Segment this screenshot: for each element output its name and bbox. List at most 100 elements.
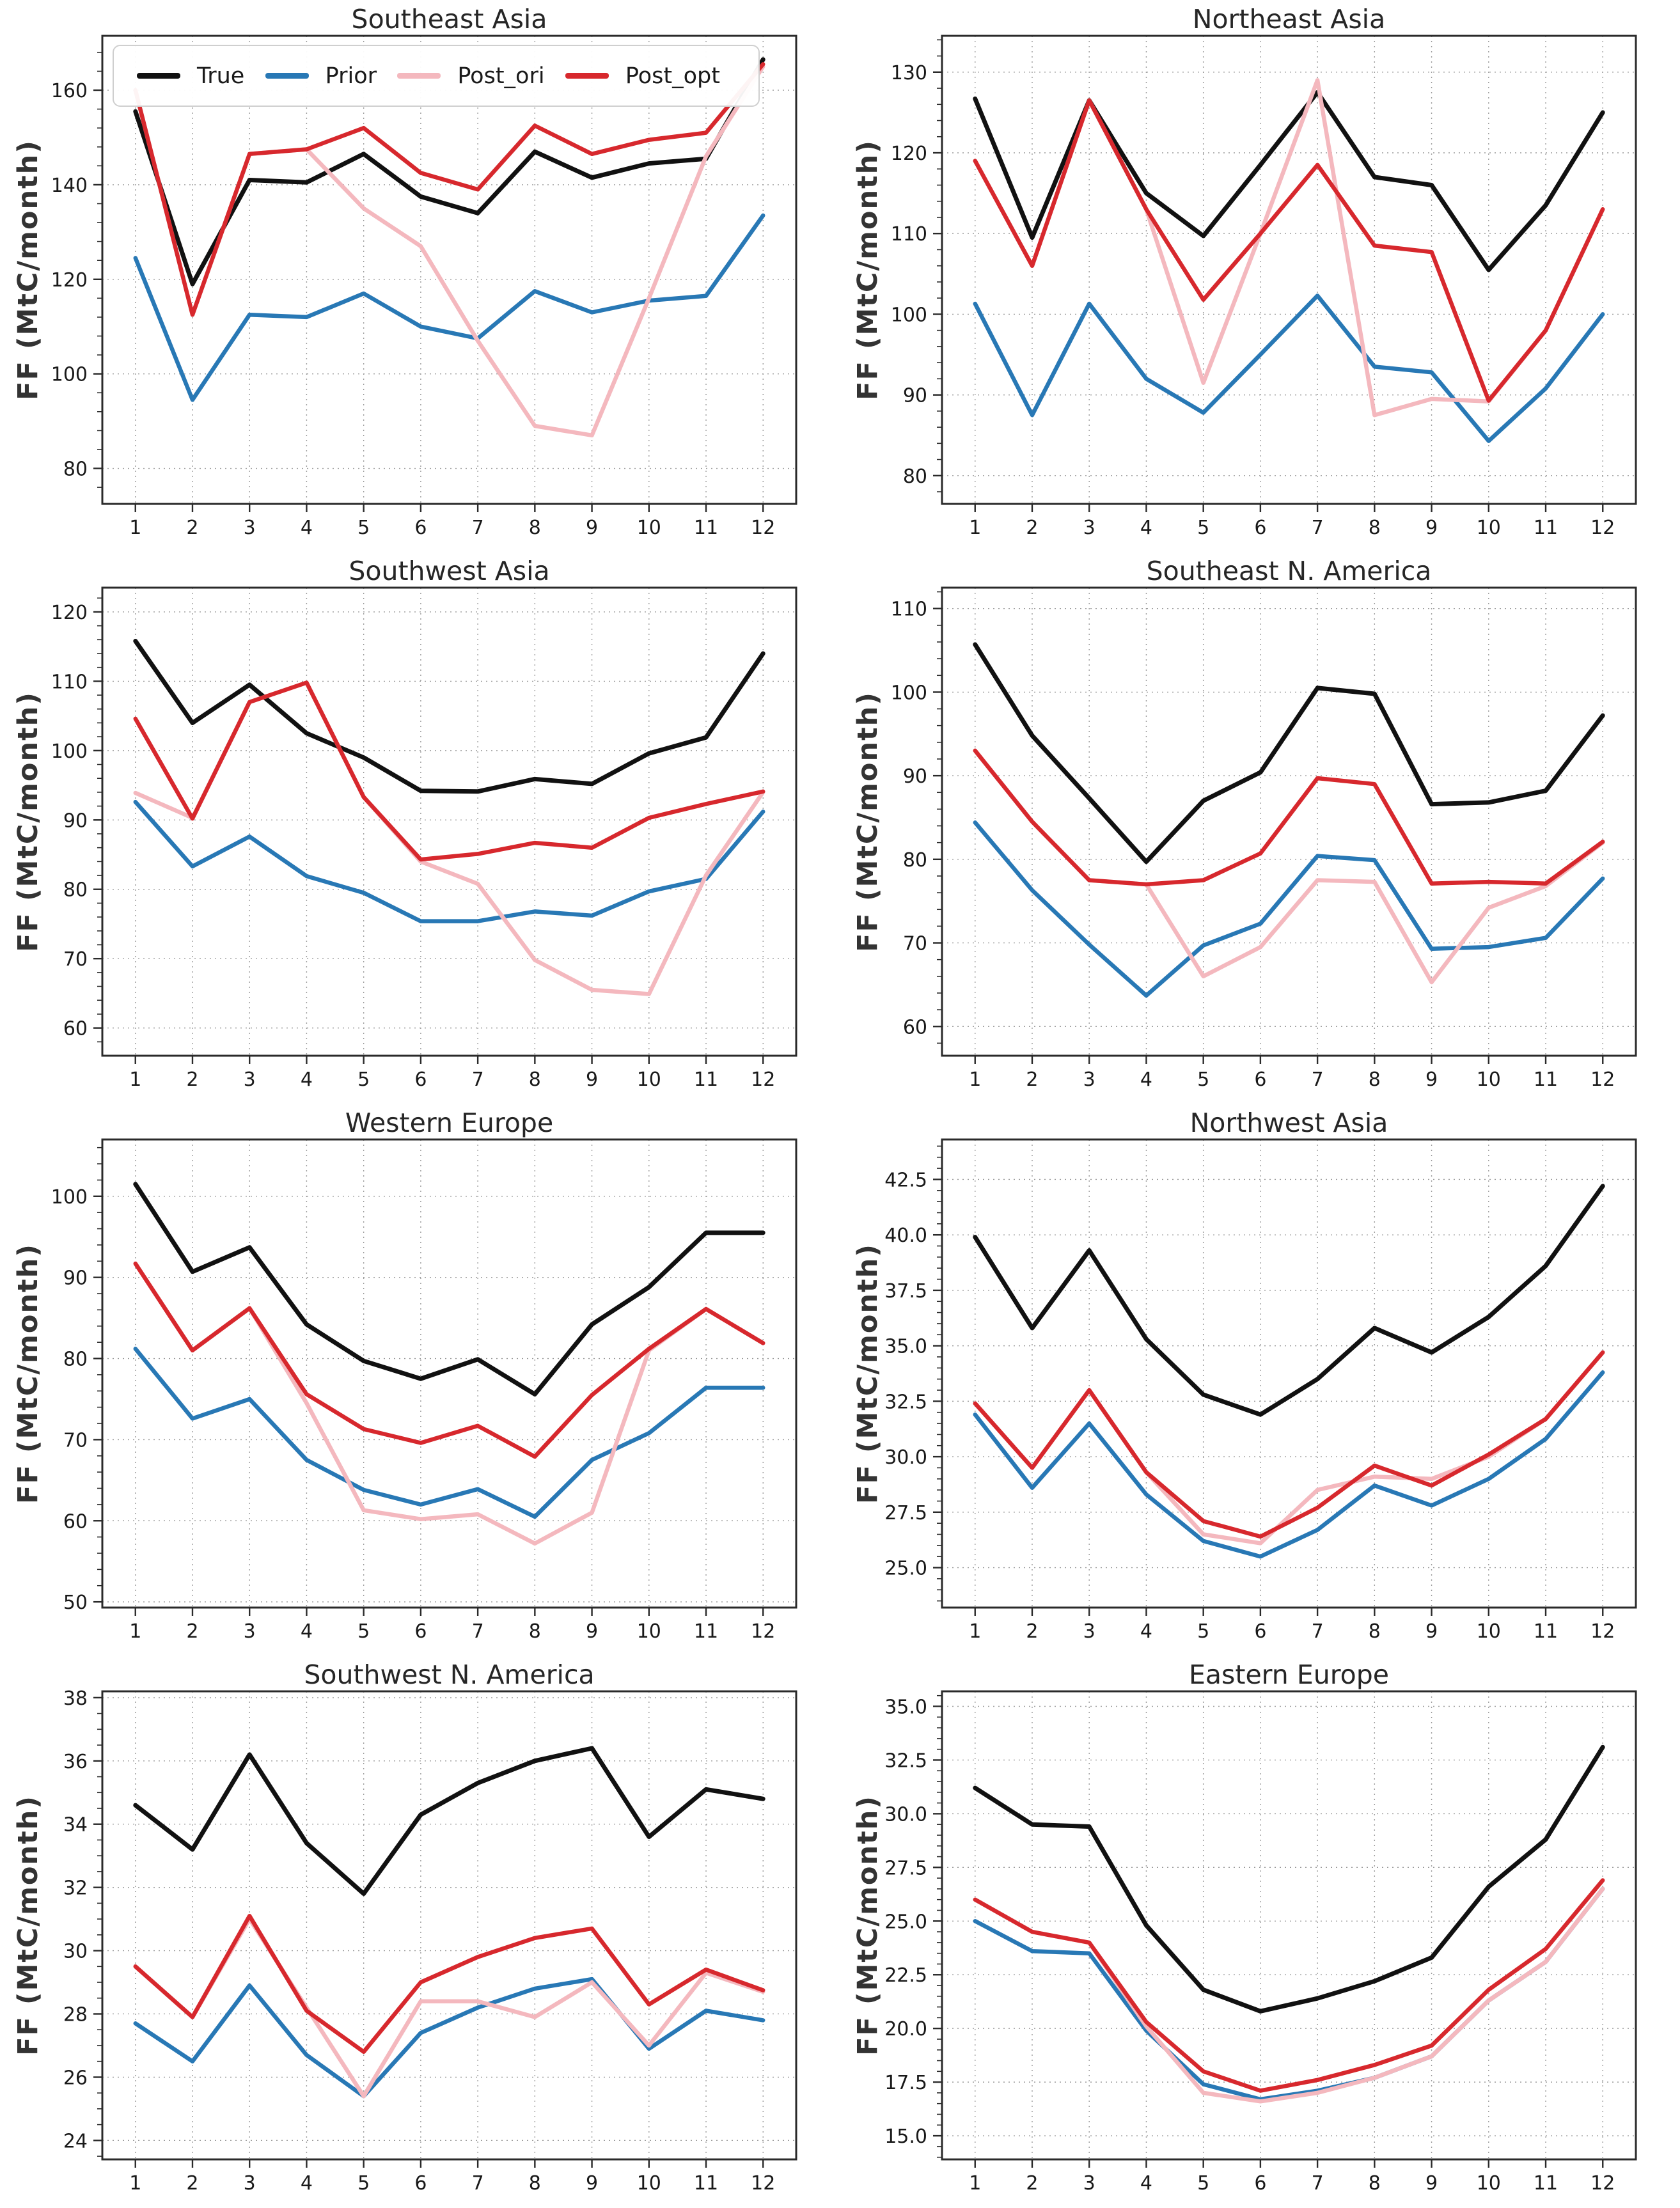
svg-text:70: 70 — [63, 1429, 88, 1452]
svg-text:100: 100 — [51, 364, 88, 386]
legend-label: True — [197, 63, 245, 89]
svg-text:10: 10 — [1477, 1069, 1501, 1091]
svg-text:25.0: 25.0 — [884, 1558, 927, 1580]
svg-text:34: 34 — [63, 1814, 88, 1836]
chart-title: Northeast Asia — [1192, 4, 1386, 35]
svg-text:30: 30 — [63, 1941, 88, 1963]
svg-text:5: 5 — [1197, 1069, 1209, 1091]
legend: True Prior Post_ori Post_opt — [113, 45, 760, 107]
chart-title: Southeast N. America — [1146, 556, 1432, 586]
svg-text:80: 80 — [63, 1349, 88, 1371]
chart-title: Northwest Asia — [1189, 1108, 1388, 1138]
svg-text:60: 60 — [63, 1018, 88, 1040]
svg-text:5: 5 — [1197, 1620, 1209, 1643]
svg-text:1: 1 — [129, 1069, 141, 1091]
svg-text:8: 8 — [529, 517, 541, 539]
legend-item: Prior — [265, 63, 377, 89]
svg-text:10: 10 — [637, 1069, 661, 1091]
svg-text:2: 2 — [1026, 2172, 1038, 2195]
svg-text:6: 6 — [1254, 1069, 1266, 1091]
svg-text:3: 3 — [244, 2172, 256, 2195]
svg-text:6: 6 — [1254, 1620, 1266, 1643]
svg-text:7: 7 — [1312, 1069, 1324, 1091]
svg-text:90: 90 — [903, 765, 927, 788]
svg-text:5: 5 — [1197, 517, 1209, 539]
svg-text:11: 11 — [694, 1069, 718, 1091]
svg-text:1: 1 — [969, 1069, 981, 1091]
svg-text:11: 11 — [1534, 2172, 1558, 2195]
svg-text:7: 7 — [1312, 517, 1324, 539]
svg-text:12: 12 — [1590, 1620, 1615, 1643]
svg-text:12: 12 — [1590, 2172, 1615, 2195]
svg-text:8: 8 — [1369, 1620, 1381, 1643]
svg-text:8: 8 — [1369, 2172, 1381, 2195]
svg-text:9: 9 — [1425, 1620, 1438, 1643]
svg-text:110: 110 — [891, 599, 927, 621]
svg-text:70: 70 — [903, 933, 927, 955]
legend-swatch-prior — [265, 73, 309, 79]
svg-text:50: 50 — [63, 1592, 88, 1614]
legend-item: True — [137, 63, 244, 89]
svg-text:4: 4 — [301, 517, 313, 539]
svg-text:11: 11 — [1534, 517, 1558, 539]
svg-text:24: 24 — [63, 2130, 88, 2152]
svg-text:30.0: 30.0 — [884, 1446, 927, 1469]
svg-text:11: 11 — [1534, 1069, 1558, 1091]
svg-text:37.5: 37.5 — [884, 1280, 927, 1303]
svg-text:5: 5 — [357, 1069, 370, 1091]
svg-text:27.5: 27.5 — [884, 1502, 927, 1524]
svg-text:3: 3 — [1083, 1620, 1095, 1643]
svg-text:80: 80 — [903, 466, 927, 488]
svg-text:2: 2 — [186, 517, 198, 539]
chart-title: Western Europe — [345, 1108, 554, 1138]
svg-text:35.0: 35.0 — [884, 1696, 927, 1719]
svg-text:7: 7 — [472, 1069, 484, 1091]
legend-item: Post_ori — [397, 63, 545, 89]
svg-text:12: 12 — [751, 2172, 775, 2195]
svg-text:7: 7 — [472, 517, 484, 539]
svg-text:7: 7 — [1312, 2172, 1324, 2195]
svg-text:3: 3 — [1083, 2172, 1095, 2195]
svg-text:10: 10 — [637, 517, 661, 539]
svg-text:140: 140 — [51, 175, 88, 197]
svg-text:60: 60 — [903, 1016, 927, 1038]
svg-text:2: 2 — [1026, 1620, 1038, 1643]
svg-text:1: 1 — [129, 1620, 141, 1643]
svg-text:120: 120 — [51, 269, 88, 292]
svg-text:1: 1 — [969, 517, 981, 539]
svg-text:7: 7 — [472, 1620, 484, 1643]
svg-text:80: 80 — [903, 849, 927, 872]
legend-label: Post_opt — [625, 63, 720, 89]
svg-text:4: 4 — [1140, 1620, 1152, 1643]
svg-text:25.0: 25.0 — [884, 1911, 927, 1933]
svg-text:9: 9 — [586, 517, 598, 539]
svg-text:32.5: 32.5 — [884, 1391, 927, 1413]
svg-text:9: 9 — [586, 2172, 598, 2195]
svg-text:35.0: 35.0 — [884, 1336, 927, 1358]
svg-text:11: 11 — [694, 1620, 718, 1643]
svg-text:8: 8 — [1369, 1069, 1381, 1091]
svg-text:3: 3 — [244, 1620, 256, 1643]
svg-text:8: 8 — [529, 2172, 541, 2195]
svg-text:12: 12 — [751, 1620, 775, 1643]
svg-text:80: 80 — [63, 879, 88, 902]
plot-area: 1 2 3 4 5 6 7 8 9 10 11 1215.017.520.022.525.027.53… — [884, 1690, 1637, 2195]
svg-text:12: 12 — [1590, 1069, 1615, 1091]
svg-text:6: 6 — [1254, 517, 1266, 539]
svg-text:100: 100 — [51, 1186, 88, 1209]
svg-text:1: 1 — [969, 1620, 981, 1643]
svg-text:60: 60 — [63, 1510, 88, 1533]
svg-text:20.0: 20.0 — [884, 2018, 927, 2040]
svg-text:6: 6 — [414, 2172, 427, 2195]
legend-swatch-true — [137, 73, 180, 79]
svg-text:11: 11 — [694, 2172, 718, 2195]
svg-text:10: 10 — [1477, 517, 1501, 539]
